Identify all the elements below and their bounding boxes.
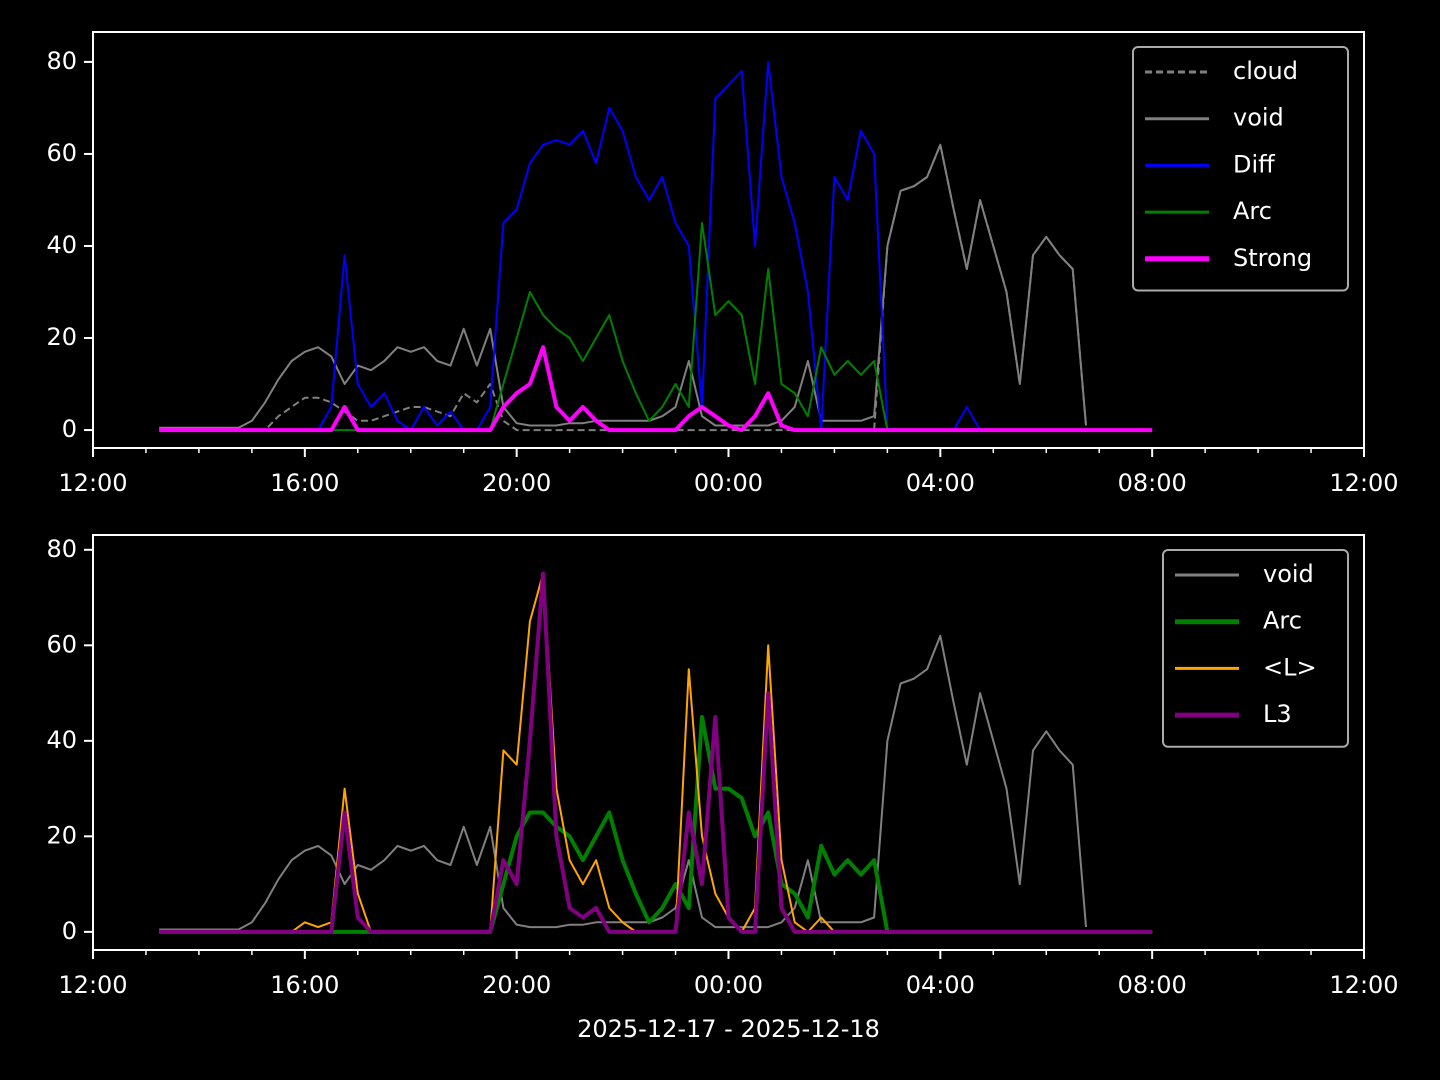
x-tick-label: 20:00 — [482, 971, 551, 999]
y-tick-label: 40 — [46, 231, 77, 259]
x-tick-label: 08:00 — [1118, 469, 1187, 497]
x-tick-label: 04:00 — [906, 971, 975, 999]
x-tick-label: 04:00 — [906, 469, 975, 497]
x-tick-label: 20:00 — [482, 469, 551, 497]
y-tick-label: 40 — [46, 726, 77, 754]
legend-box — [1132, 46, 1349, 292]
series-line — [159, 143, 1087, 429]
y-tick-label: 80 — [46, 535, 77, 563]
x-tick-label: 00:00 — [694, 971, 763, 999]
series-line — [159, 345, 1153, 433]
x-tick-label: 12:00 — [58, 971, 127, 999]
legend-label: cloud — [1233, 57, 1298, 85]
y-tick-label: 20 — [46, 821, 77, 849]
legend-label: Arc — [1233, 197, 1272, 225]
y-tick-label: 60 — [46, 139, 77, 167]
legend-box — [1162, 549, 1349, 748]
y-tick-label: 60 — [46, 630, 77, 658]
legend-label: Diff — [1233, 150, 1275, 178]
x-tick-label: 00:00 — [694, 469, 763, 497]
x-tick-label: 08:00 — [1118, 971, 1187, 999]
y-tick-label: 0 — [62, 917, 77, 945]
x-tick-label: 12:00 — [1329, 971, 1398, 999]
series-line — [159, 571, 1153, 934]
legend-label: void — [1263, 560, 1314, 588]
legend-label: <L> — [1263, 653, 1317, 681]
y-tick-label: 0 — [62, 415, 77, 443]
x-tick-label: 12:00 — [58, 469, 127, 497]
y-tick-label: 80 — [46, 47, 77, 75]
x-tick-label: 16:00 — [270, 971, 339, 999]
x-tick-label: 16:00 — [270, 469, 339, 497]
legend-label: void — [1233, 104, 1284, 132]
x-tick-label: 12:00 — [1329, 469, 1398, 497]
legend-label: L3 — [1263, 700, 1292, 728]
x-axis-label: 2025-12-17 - 2025-12-18 — [577, 1015, 880, 1043]
legend-label: Strong — [1233, 244, 1312, 272]
legend-label: Arc — [1263, 607, 1302, 635]
y-tick-label: 20 — [46, 323, 77, 351]
